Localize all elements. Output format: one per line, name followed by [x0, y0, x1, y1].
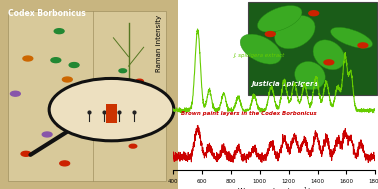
- Circle shape: [151, 119, 159, 123]
- Bar: [0, 0, 178, 189]
- Text: J. spicigera extract: J. spicigera extract: [234, 53, 285, 58]
- Circle shape: [358, 43, 368, 48]
- Text: Brown paint layers in the Codex Borbonicus: Brown paint layers in the Codex Borbonic…: [181, 111, 317, 115]
- Bar: [106, 104, 117, 123]
- Circle shape: [309, 11, 319, 16]
- Ellipse shape: [295, 61, 325, 90]
- Circle shape: [102, 122, 109, 125]
- Text: Codex Borbonicus: Codex Borbonicus: [8, 9, 85, 19]
- Circle shape: [11, 91, 20, 96]
- Circle shape: [51, 58, 61, 63]
- Circle shape: [265, 32, 275, 36]
- Circle shape: [119, 69, 127, 73]
- Ellipse shape: [274, 15, 315, 49]
- Bar: [248, 2, 377, 94]
- Ellipse shape: [240, 34, 281, 64]
- Circle shape: [21, 151, 31, 156]
- Circle shape: [134, 92, 141, 95]
- X-axis label: Wavenumber (cm$^{-1}$): Wavenumber (cm$^{-1}$): [237, 186, 311, 189]
- Circle shape: [42, 132, 52, 137]
- Text: Justicia spicigera: Justicia spicigera: [251, 81, 319, 87]
- Circle shape: [69, 63, 79, 67]
- Circle shape: [129, 144, 137, 148]
- Circle shape: [136, 79, 143, 83]
- Circle shape: [324, 60, 334, 65]
- Circle shape: [60, 161, 70, 166]
- Circle shape: [123, 103, 131, 107]
- Ellipse shape: [331, 27, 372, 48]
- Circle shape: [49, 78, 174, 141]
- Circle shape: [57, 122, 67, 127]
- Circle shape: [62, 77, 72, 82]
- Circle shape: [23, 56, 33, 61]
- Ellipse shape: [313, 40, 345, 70]
- Circle shape: [54, 29, 64, 34]
- Text: Raman intensity: Raman intensity: [156, 15, 162, 72]
- Bar: [8, 11, 166, 181]
- Circle shape: [145, 91, 153, 94]
- Ellipse shape: [257, 6, 302, 32]
